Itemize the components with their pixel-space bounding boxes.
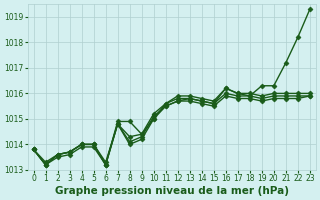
X-axis label: Graphe pression niveau de la mer (hPa): Graphe pression niveau de la mer (hPa)	[55, 186, 289, 196]
